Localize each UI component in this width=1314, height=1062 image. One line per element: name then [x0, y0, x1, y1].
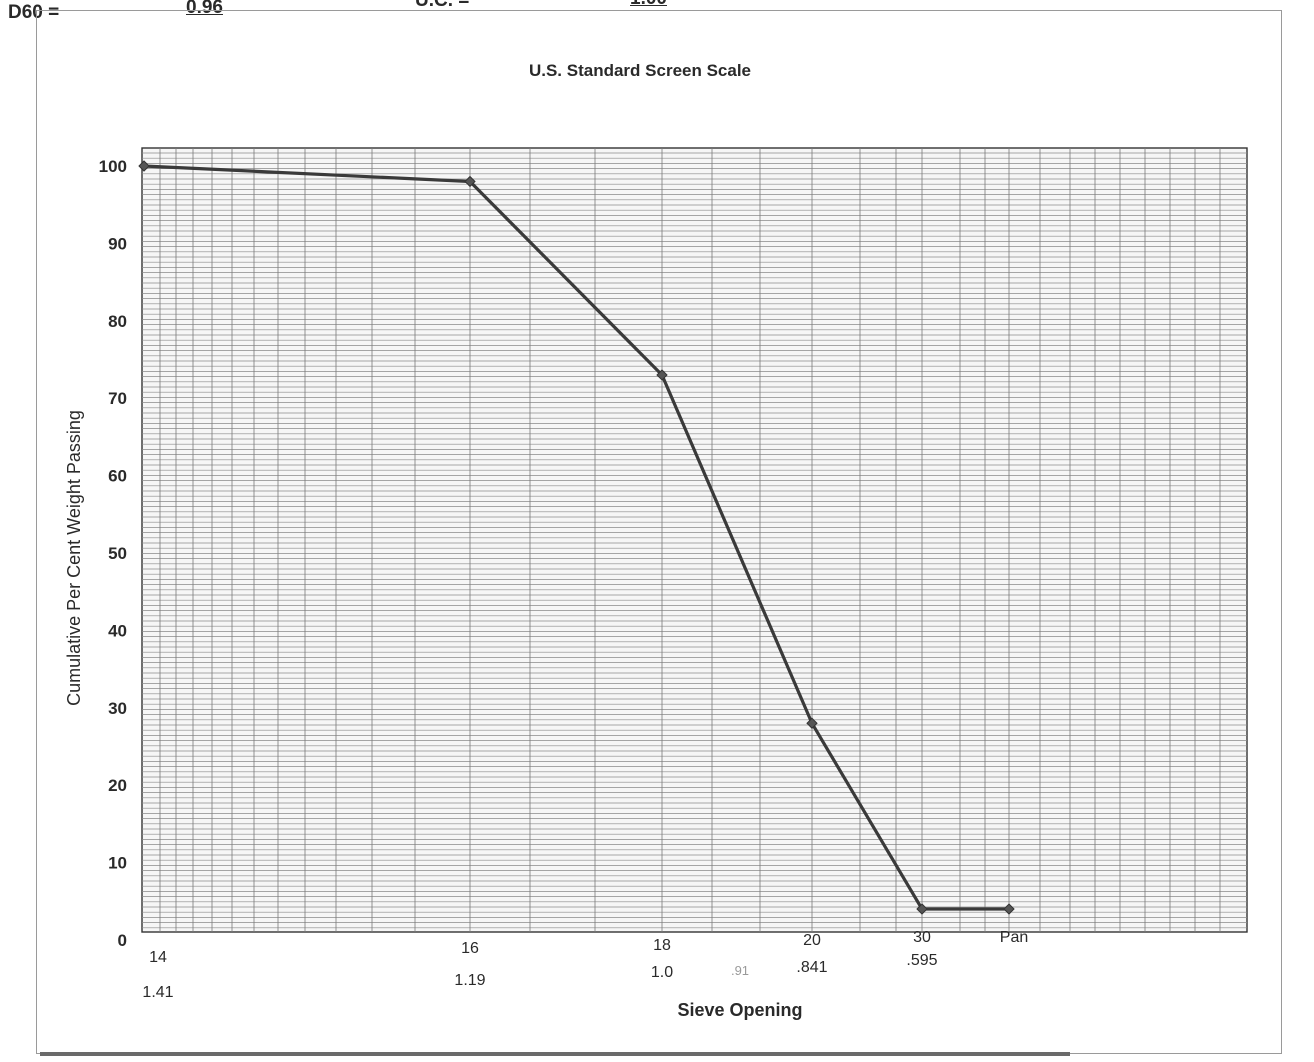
grid-lines — [142, 148, 1247, 932]
data-point — [806, 717, 818, 729]
y-tick-label: 60 — [108, 467, 127, 486]
x-tick-opening: 1.0 — [651, 964, 673, 981]
plot-area — [141, 147, 1248, 933]
d60-value: 0.96 — [186, 0, 223, 18]
y-tick-label: 0 — [118, 931, 127, 950]
x-tick-extra: .91 — [731, 963, 749, 978]
y-axis-label: Cumulative Per Cent Weight Passing — [64, 410, 84, 706]
y-tick-label: 40 — [108, 621, 127, 640]
x-tick-sieve-number: 20 — [803, 932, 821, 949]
x-tick-opening: .841 — [796, 959, 827, 976]
y-axis-ticks: 0 10 20 30 40 50 60 70 80 90 100 — [99, 157, 127, 950]
y-tick-label: 30 — [108, 699, 127, 718]
x-tick-opening: 1.19 — [454, 972, 485, 989]
x-tick-sieve-number: 16 — [461, 940, 479, 957]
data-point — [916, 903, 928, 915]
x-tick-opening: .595 — [906, 952, 937, 969]
x-tick-sieve-number: 30 — [913, 929, 931, 946]
x-axis-label: Sieve Opening — [677, 1000, 802, 1020]
series-markers — [138, 160, 1015, 915]
header: D60 = 0.96 U.C. = 1.00 — [0, 0, 1314, 30]
chart-title: U.S. Standard Screen Scale — [529, 61, 751, 80]
bottom-rule — [40, 1052, 1070, 1056]
x-tick-sieve-number: 14 — [149, 949, 167, 966]
y-tick-label: 100 — [99, 157, 127, 176]
y-tick-label: 80 — [108, 312, 127, 331]
x-axis-ticks: 14 16 18 20 30 Pan 1.41 1.19 1.0 .841 .595 .91 — [142, 929, 1028, 1001]
series-line — [143, 164, 1009, 911]
x-tick-opening: 1.41 — [142, 984, 173, 1001]
uc-value: 1.00 — [630, 0, 667, 10]
y-tick-label: 70 — [108, 389, 127, 408]
data-point — [1003, 903, 1015, 915]
y-tick-label: 50 — [108, 544, 127, 563]
uc-label: U.C. = — [415, 0, 470, 11]
data-point — [138, 160, 150, 172]
y-tick-label: 90 — [108, 234, 127, 253]
data-point — [464, 175, 476, 188]
x-tick-sieve-number: 18 — [653, 937, 671, 954]
y-tick-label: 10 — [108, 854, 127, 873]
d60-label: D60 = — [8, 2, 60, 23]
data-point — [656, 369, 668, 381]
x-tick-sieve-number: Pan — [1000, 929, 1028, 946]
y-tick-label: 20 — [108, 776, 127, 795]
